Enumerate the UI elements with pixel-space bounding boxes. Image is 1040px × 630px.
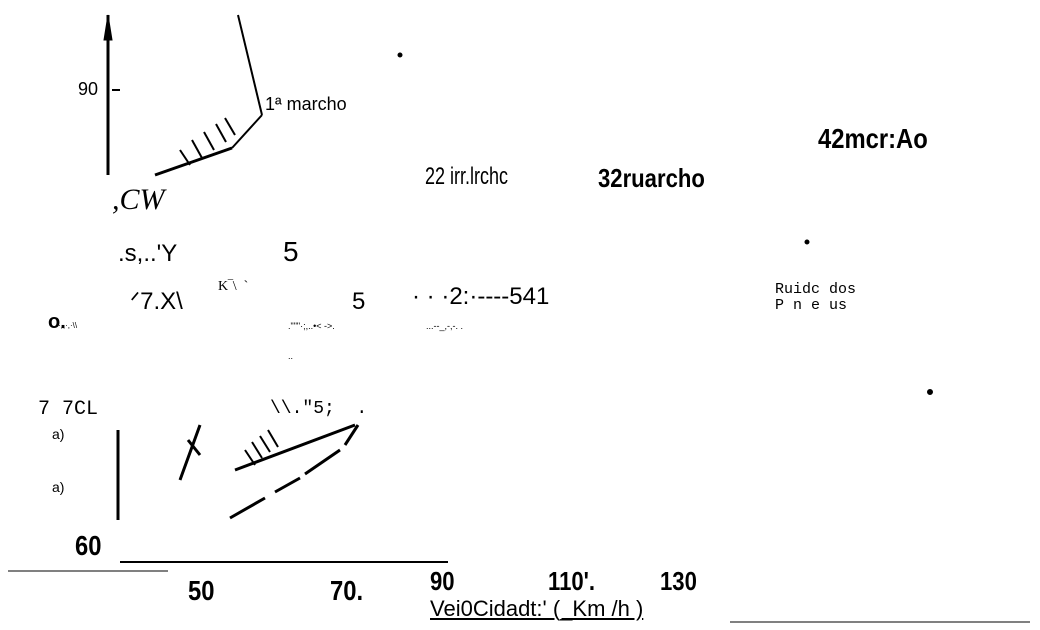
text: P n e us bbox=[775, 298, 847, 313]
text: ...--_,-,-. . bbox=[426, 322, 463, 331]
text: 7 7CL bbox=[38, 400, 98, 420]
drawing bbox=[0, 0, 1040, 630]
text: 90 bbox=[78, 80, 98, 98]
text: K‾\ ` bbox=[218, 280, 248, 294]
text: · · ·2:·----541 bbox=[412, 285, 549, 309]
text: ·,,·,·\\ bbox=[58, 322, 77, 330]
text: ."""·;,..•< ->. bbox=[288, 322, 335, 331]
text: 42mcr:Ao bbox=[818, 125, 928, 153]
text: Ruidc dos bbox=[775, 282, 856, 297]
text: 5 bbox=[283, 238, 299, 266]
text: 70. bbox=[330, 577, 363, 605]
text: 110'. bbox=[548, 568, 595, 594]
text: 22 irr.lrchc bbox=[425, 165, 508, 189]
text: a) bbox=[52, 427, 64, 441]
axis-label: Vei0Cidadt:' (_Km /h ) bbox=[430, 598, 643, 620]
text: 90 bbox=[430, 568, 455, 594]
text: .. bbox=[288, 352, 293, 361]
text: a) bbox=[52, 480, 64, 494]
text: 1ª marcho bbox=[265, 95, 347, 113]
text: 50 bbox=[188, 577, 214, 605]
text: 60 bbox=[75, 532, 101, 560]
text: 130 bbox=[660, 568, 697, 594]
text: .s,..'Y bbox=[118, 242, 177, 266]
text: 32ruarcho bbox=[598, 165, 705, 191]
text: \\."5; . bbox=[270, 400, 367, 418]
text: 5 bbox=[352, 290, 365, 314]
scanned-chart: 90 1ª marcho 42mcr:Ao 22 irr.lrchc 32rua… bbox=[0, 0, 1040, 630]
text: ᐟ7.X\ bbox=[130, 290, 183, 314]
text: ,CW bbox=[112, 185, 165, 215]
